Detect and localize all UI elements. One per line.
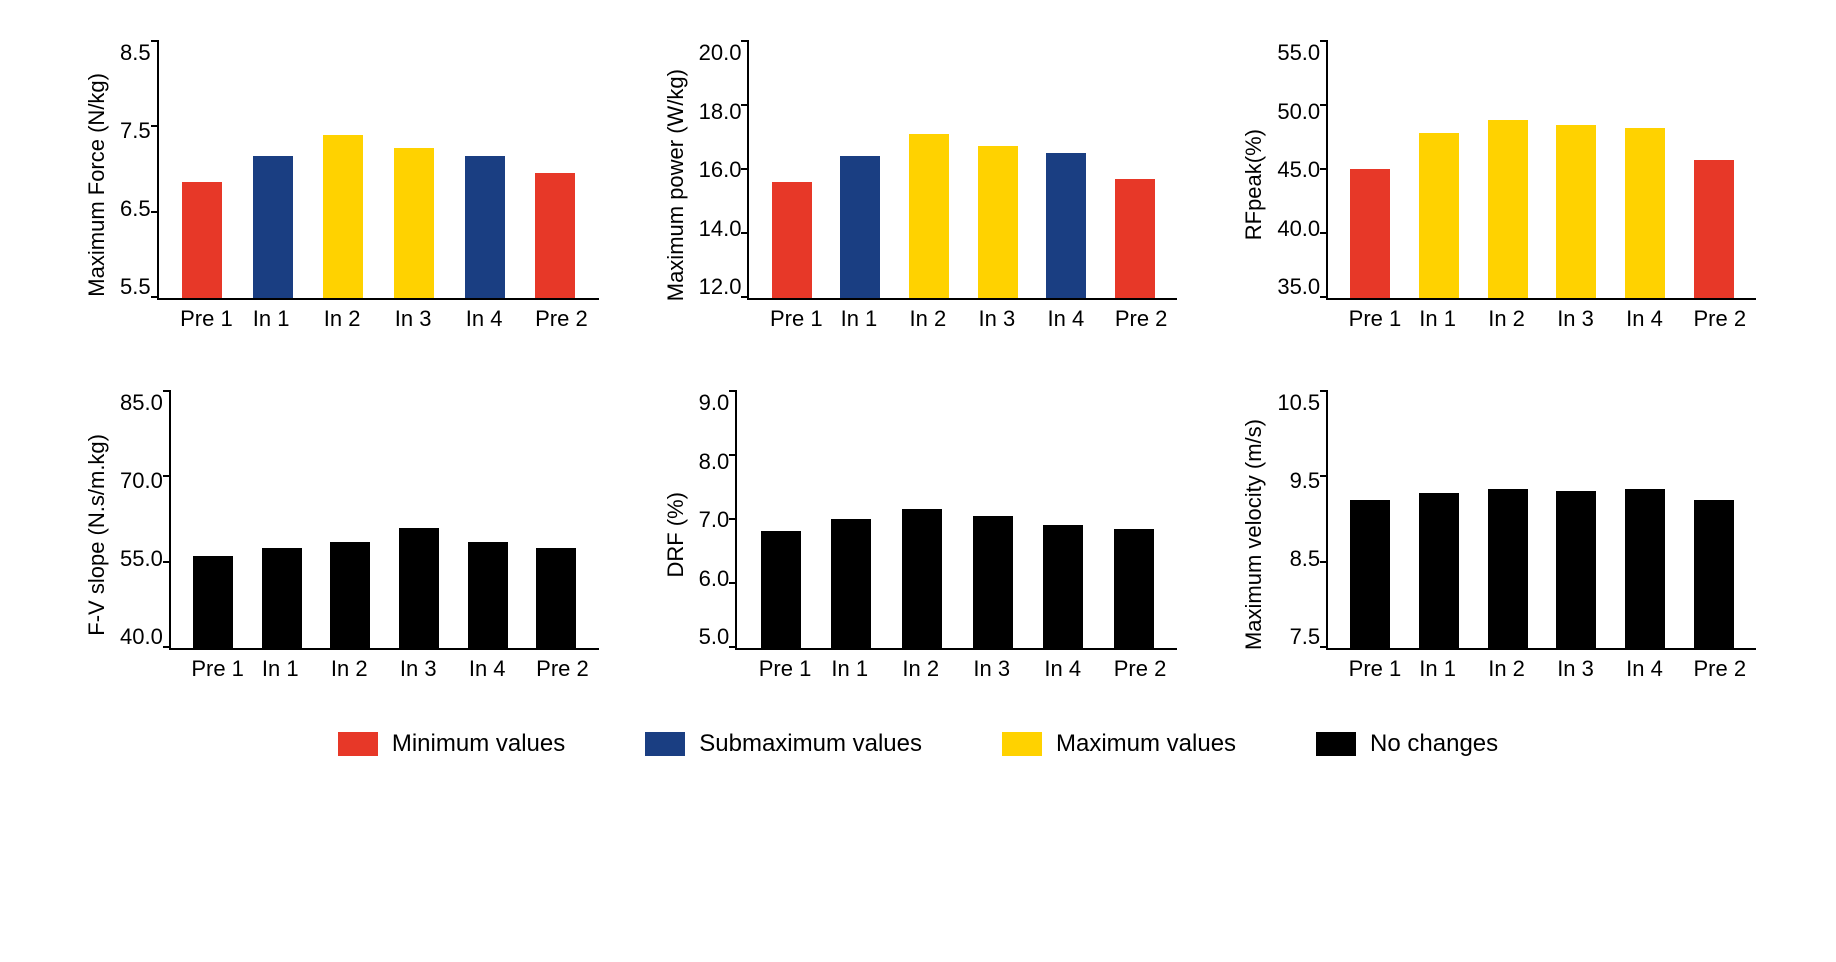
bar [536,548,576,648]
legend-item-nochange: No changes [1316,730,1498,758]
chart-fv-slope: F-V slope (N.s/m.kg) 85.0 70.0 55.0 40.0… [80,390,599,680]
bar [978,146,1018,298]
xaxis-ticks: Pre 1 In 1 In 2 In 3 In 4 Pre 2 [157,300,599,330]
legend: Minimum values Submaximum values Maximum… [0,700,1836,798]
plot-area [1326,390,1756,650]
plot-area [735,390,1177,650]
legend-item-submaximum: Submaximum values [645,730,922,758]
bar [1419,133,1459,298]
bar [1694,160,1734,298]
bar [1488,120,1528,298]
ylabel: Maximum Force (N/kg) [80,73,114,297]
ylabel: DRF (%) [659,492,693,578]
bar [761,531,801,648]
legend-label: Maximum values [1056,730,1236,758]
bar [1350,500,1390,648]
bar [973,516,1013,648]
bar [1419,493,1459,648]
bar [182,182,222,298]
chart-max-force: Maximum Force (N/kg) 8.5 7.5 6.5 5.5 Pre… [80,40,599,330]
yaxis-ticks: 20.0 18.0 16.0 14.0 12.0 [693,40,748,330]
bar [323,135,363,298]
xaxis-ticks: Pre 1 In 1 In 2 In 3 In 4 Pre 2 [735,650,1177,680]
yaxis-ticks: 10.5 9.5 8.5 7.5 [1271,390,1326,680]
bar [468,542,508,648]
bar [1556,491,1596,648]
bar [840,156,880,298]
bar [1115,179,1155,298]
legend-label: Submaximum values [699,730,922,758]
legend-label: Minimum values [392,730,565,758]
bar [1625,128,1665,298]
xaxis-ticks: Pre 1 In 1 In 2 In 3 In 4 Pre 2 [747,300,1177,330]
swatch-minimum [338,732,378,756]
legend-item-minimum: Minimum values [338,730,565,758]
xaxis-ticks: Pre 1 In 1 In 2 In 3 In 4 Pre 2 [1326,650,1756,680]
chart-max-power: Maximum power (W/kg) 20.0 18.0 16.0 14.0… [659,40,1178,330]
ylabel: Maximum power (W/kg) [659,69,693,301]
chart-drf: DRF (%) 9.0 8.0 7.0 6.0 5.0 Pre 1 In 1 I… [659,390,1178,680]
bar [1488,489,1528,648]
bar [1046,153,1086,298]
bar [909,134,949,298]
bar [1114,529,1154,648]
bar [1350,169,1390,298]
yaxis-ticks: 85.0 70.0 55.0 40.0 [114,390,169,680]
bar [1694,500,1734,648]
bar [399,528,439,648]
bar [902,509,942,648]
xaxis-ticks: Pre 1 In 1 In 2 In 3 In 4 Pre 2 [169,650,599,680]
legend-label: No changes [1370,730,1498,758]
bar [262,548,302,648]
xaxis-ticks: Pre 1 In 1 In 2 In 3 In 4 Pre 2 [1326,300,1756,330]
swatch-submaximum [645,732,685,756]
bar [465,156,505,298]
chart-rfpeak: RFpeak(%) 55.0 50.0 45.0 40.0 35.0 Pre 1… [1237,40,1756,330]
bar [1625,489,1665,648]
bar [1556,125,1596,298]
swatch-nochange [1316,732,1356,756]
bar [193,556,233,648]
bar [394,148,434,299]
bar [535,173,575,298]
legend-item-maximum: Maximum values [1002,730,1236,758]
plot-area [169,390,599,650]
bar [330,542,370,648]
plot-area [747,40,1177,300]
bar [772,182,812,298]
bar [831,519,871,648]
swatch-maximum [1002,732,1042,756]
bar [253,156,293,298]
bar [1043,525,1083,648]
ylabel: RFpeak(%) [1237,129,1271,240]
chart-max-velocity: Maximum velocity (m/s) 10.5 9.5 8.5 7.5 … [1237,390,1756,680]
yaxis-ticks: 55.0 50.0 45.0 40.0 35.0 [1271,40,1326,330]
chart-grid: Maximum Force (N/kg) 8.5 7.5 6.5 5.5 Pre… [0,0,1836,700]
ylabel: F-V slope (N.s/m.kg) [80,434,114,636]
plot-area [157,40,599,300]
plot-area [1326,40,1756,300]
ylabel: Maximum velocity (m/s) [1237,419,1271,650]
